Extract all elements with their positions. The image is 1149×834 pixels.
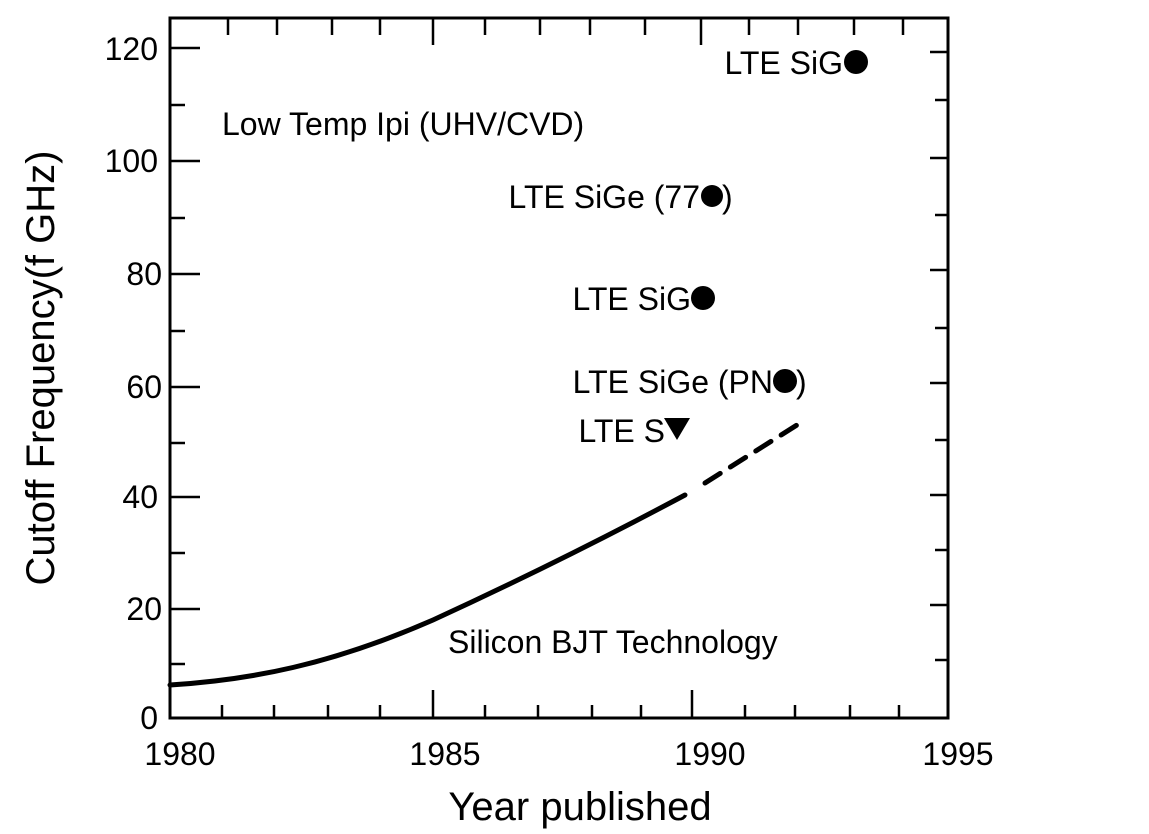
y-axis-ticks-right [930, 50, 948, 662]
x-tick-label: 1990 [674, 736, 745, 772]
annotation-lte-si: LTE S [578, 413, 665, 449]
data-point-lte-sige-77k [701, 185, 723, 207]
data-point-lte-si-triangle [664, 418, 690, 440]
annotation-lte-sige-77k-close: ) [722, 179, 733, 215]
annotation-low-temp-epi: Low Temp Ipi (UHV/CVD) [222, 106, 584, 142]
annotation-lte-sige-77k: LTE SiGe (77 [509, 179, 700, 215]
annotation-lte-sige-top: LTE SiG [724, 45, 843, 81]
y-tick-label: 0 [140, 700, 158, 736]
y-tick-labels: 0 20 40 60 80 100 120 [105, 31, 162, 736]
y-tick-label: 60 [126, 369, 162, 405]
y-axis-title: Cutoff Frequency(f GHz) [19, 151, 63, 586]
y-tick-label: 100 [105, 143, 158, 179]
data-point-lte-sige-pnp [773, 369, 797, 393]
y-axis-ticks-left [170, 46, 200, 666]
silicon-bjt-trend-line [167, 492, 688, 688]
annotation-silicon-bjt: Silicon BJT Technology [448, 624, 778, 660]
silicon-bjt-projected-line [702, 422, 800, 486]
x-tick-labels: 1980 1985 1990 1995 [144, 736, 993, 772]
data-point-lte-sige [691, 286, 715, 310]
annotation-lte-sige-pnp: LTE SiGe (PN [573, 364, 773, 400]
x-axis-title: Year published [448, 785, 711, 829]
x-axis-ticks-bottom [168, 690, 901, 718]
annotation-lte-sige-pnp-close: ) [796, 364, 807, 400]
x-axis-ticks-top [226, 18, 905, 45]
y-tick-label: 40 [122, 479, 158, 515]
data-point-lte-sige-top [844, 50, 868, 74]
x-tick-label: 1980 [144, 736, 215, 772]
y-tick-label: 20 [126, 591, 162, 627]
plot-frame [168, 16, 950, 720]
y-tick-label: 120 [105, 31, 158, 67]
x-tick-label: 1995 [922, 736, 993, 772]
y-tick-label: 80 [126, 256, 162, 292]
x-tick-label: 1985 [409, 736, 480, 772]
annotation-lte-sige: LTE SiG [572, 281, 691, 317]
